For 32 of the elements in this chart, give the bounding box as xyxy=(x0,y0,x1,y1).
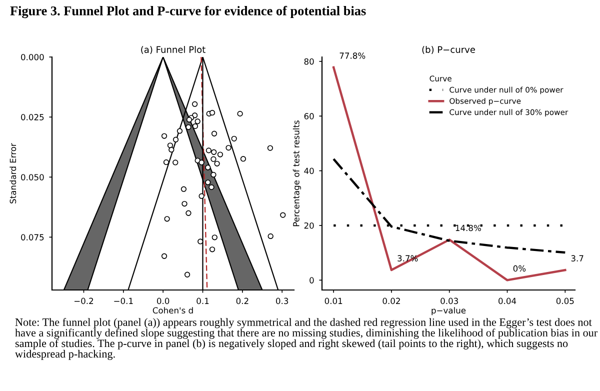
text: Note: The funnel plot (panel (a)) appears roughly symmetrical and the dashed red regression line used in the Egger’s test does not have a significantly defined slope suggesting that there are no missing studies, diminishing the likelihood of publication bias in our sample of studies. The p-curve in panel (b) is negatively sloped and right skewed (tail points to the right), which suggests no widespread p-hacking. xyxy=(15,318,598,360)
x-tick-label: −0.2 xyxy=(74,298,94,304)
x-tick-label: 0.01 xyxy=(324,298,342,304)
y-tick-label: 0.000 xyxy=(21,54,44,60)
y-tick-label: 40 xyxy=(304,168,314,174)
y-tick-label: 0.050 xyxy=(21,174,44,180)
y-axis-title: Standard Error xyxy=(10,143,16,204)
x-axis-title: p−value xyxy=(432,307,466,316)
chart-title: (b) P−curve xyxy=(422,46,475,54)
y-tick-label: 0.075 xyxy=(21,234,44,240)
data-label: 3.7 xyxy=(571,255,584,262)
x-tick-label: 0.3 xyxy=(276,298,288,304)
x-tick-label: 0.1 xyxy=(196,298,209,304)
data-label: 77.8% xyxy=(340,52,366,59)
data-label: 0% xyxy=(513,265,526,272)
x-tick-label: 0.04 xyxy=(498,298,516,304)
y-tick-label: 20 xyxy=(304,222,314,229)
x-tick-label: 0.03 xyxy=(440,298,458,304)
y-tick-label: 80 xyxy=(304,58,314,65)
y-tick-label: 0 xyxy=(310,277,314,284)
text: Figure 3. Funnel Plot and P-curve for evidence of potential bias xyxy=(10,6,366,18)
chart-title: (a) Funnel Plot xyxy=(141,46,206,54)
y-tick-label: 0.025 xyxy=(21,114,44,120)
x-axis-title: Cohen's d xyxy=(152,307,193,314)
x-tick-label: 0.0 xyxy=(157,298,170,304)
x-tick-label: 0.02 xyxy=(382,298,400,304)
x-tick-label: 0.05 xyxy=(556,298,574,304)
x-tick-label: −0.1 xyxy=(114,298,133,304)
data-label: 14.8% xyxy=(456,224,481,232)
y-axis-title: Percentage of test results xyxy=(292,120,301,226)
y-tick-label: 60 xyxy=(304,113,314,120)
x-tick-label: 0.2 xyxy=(236,298,248,304)
